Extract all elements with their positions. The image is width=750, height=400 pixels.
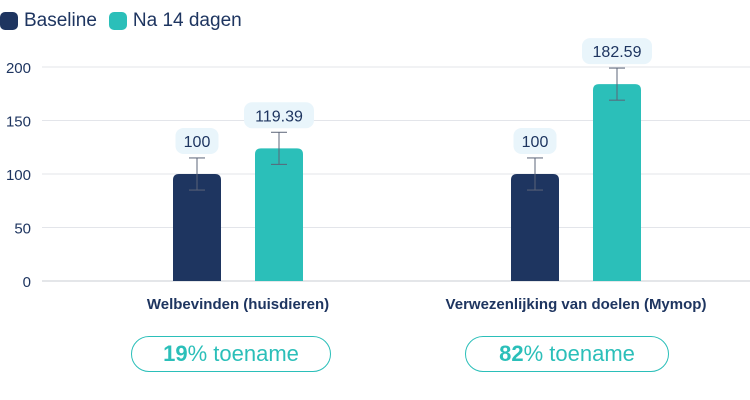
increase-badge-mymop-text: % toename (523, 341, 635, 366)
y-tick-label: 150 (6, 114, 31, 131)
data-label: 182.59 (593, 44, 642, 61)
data-label: 100 (184, 134, 211, 151)
increase-badge-welbevinden-text: % toename (187, 341, 299, 366)
y-tick-label: 200 (6, 60, 31, 77)
increase-badge-welbevinden-number: 19 (163, 341, 188, 366)
data-label-box (244, 102, 314, 129)
legend-label-na-14-dagen: Na 14 dagen (132, 10, 242, 31)
legend-swatch-baseline (0, 12, 18, 30)
increase-badge-mymop: 82% toename (465, 336, 669, 372)
y-tick-label: 0 (23, 274, 31, 291)
legend-item-na-14-dagen[interactable]: Na 14 dagen (108, 10, 242, 32)
bar (593, 84, 641, 282)
data-label-box (175, 127, 219, 154)
bar (173, 174, 221, 281)
y-tick-label: 100 (6, 167, 31, 184)
data-label: 100 (522, 134, 549, 151)
bar-chart: 0 50 100 150 200 100 119.39 Welbevinden (huisdi… (6, 38, 750, 313)
legend-label-baseline: Baseline (24, 10, 97, 31)
bar (255, 148, 303, 281)
data-label: 119.39 (255, 108, 303, 125)
legend-swatch-na-14-dagen (108, 12, 127, 30)
y-tick-label: 50 (14, 221, 31, 238)
category-label: Verwezenlijking van doelen (Mymop) (446, 296, 707, 313)
increase-badge-mymop-number: 82 (499, 341, 524, 366)
data-label-box (513, 127, 557, 154)
bar (511, 174, 559, 281)
category-label: Welbevinden (huisdieren) (147, 296, 329, 313)
legend: Baseline Na 14 dagen (0, 10, 242, 32)
increase-badge-welbevinden: 19% toename (131, 336, 331, 372)
legend-item-baseline[interactable]: Baseline (0, 10, 97, 32)
data-label-box (582, 38, 652, 65)
